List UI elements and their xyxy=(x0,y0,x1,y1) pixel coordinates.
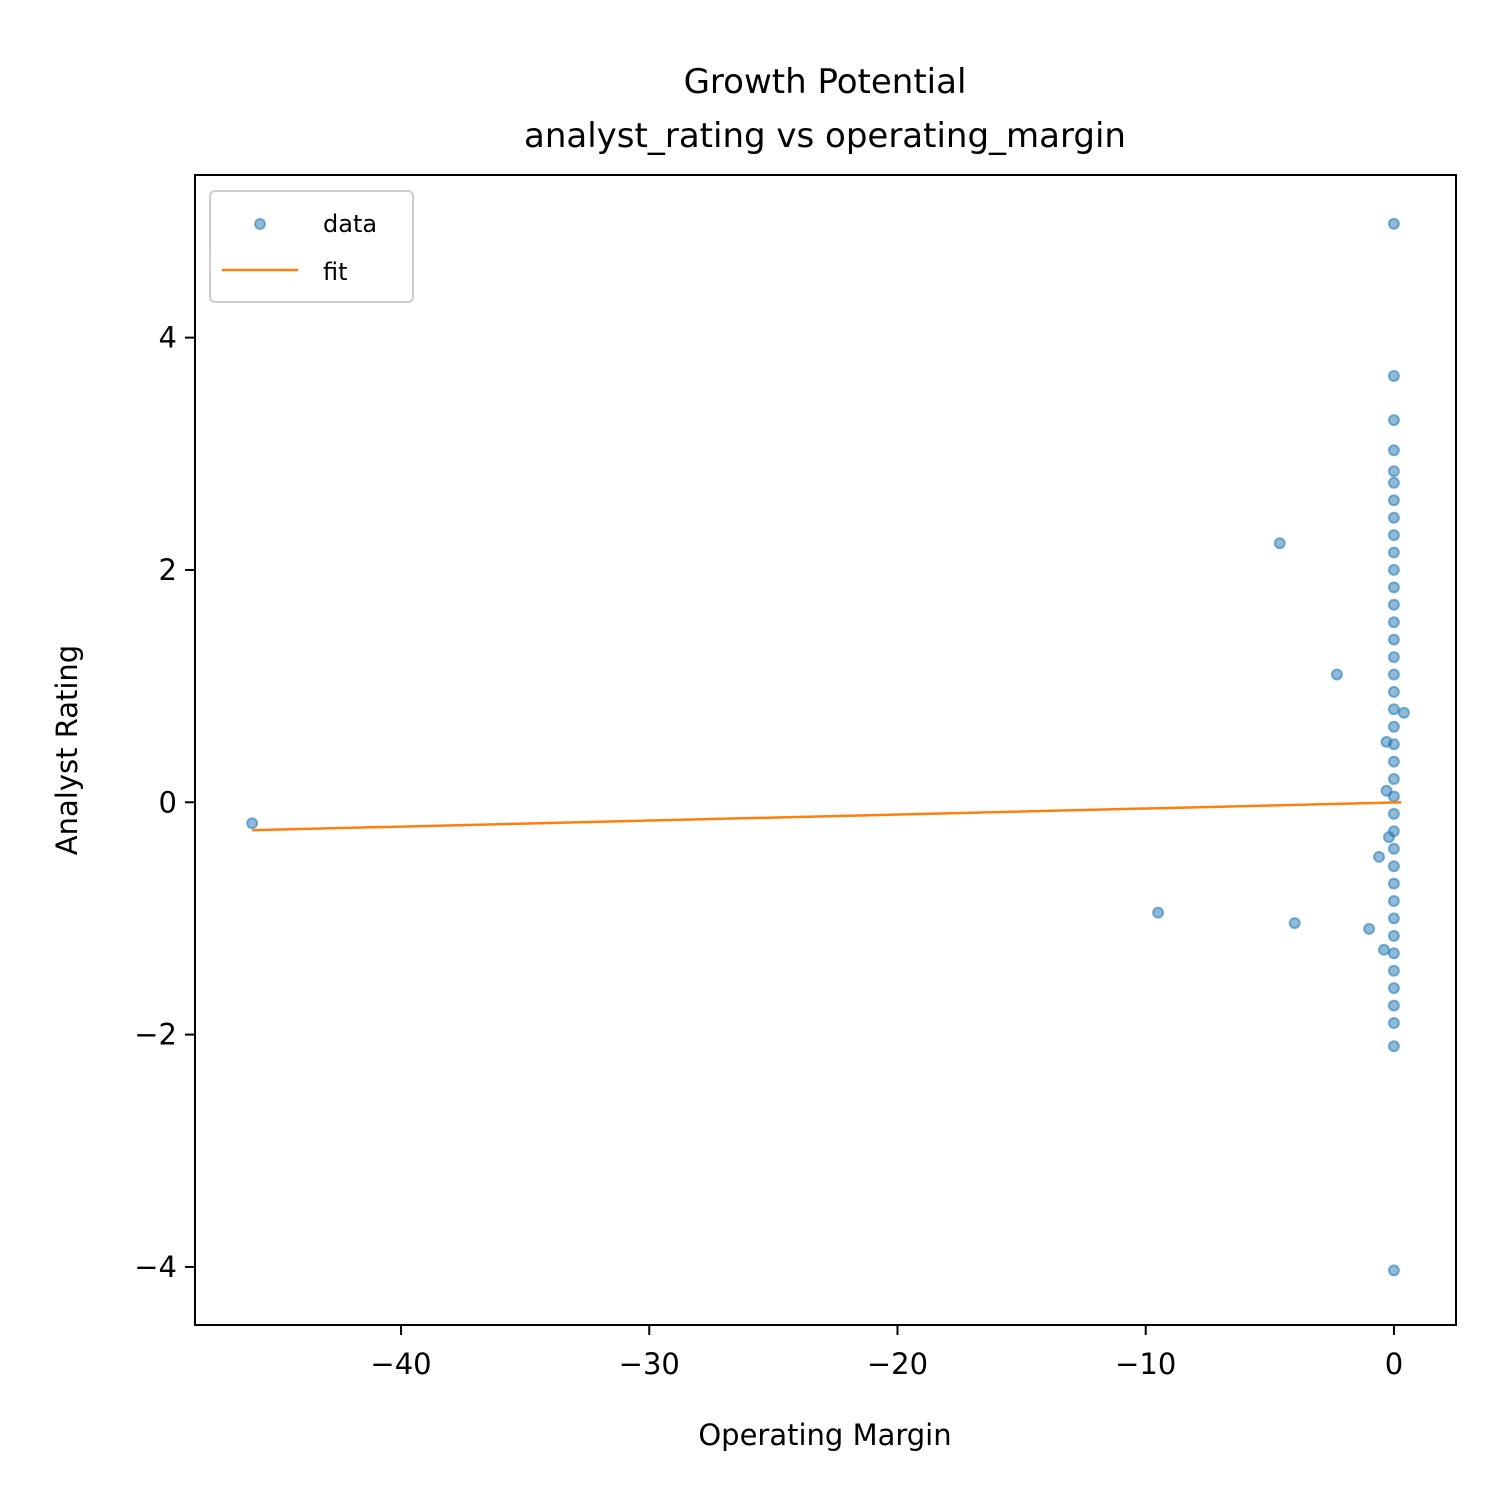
y-tick-label: −2 xyxy=(134,1018,177,1052)
data-point xyxy=(1387,895,1400,907)
x-tick-label: −40 xyxy=(370,1347,431,1381)
legend-data-marker xyxy=(254,218,266,230)
data-point xyxy=(1387,444,1400,457)
data-point xyxy=(1387,511,1400,524)
data-point xyxy=(1387,790,1400,803)
data-point xyxy=(1387,1017,1400,1029)
y-tick-label: −4 xyxy=(134,1250,177,1284)
x-axis-label: Operating Margin xyxy=(698,1418,951,1452)
data-point xyxy=(1387,877,1400,890)
y-tick-label: 4 xyxy=(159,321,177,355)
data-point xyxy=(1152,906,1165,919)
legend-data-label: data xyxy=(323,210,377,238)
data-point xyxy=(1387,947,1400,960)
legend: data fit xyxy=(209,190,414,303)
data-point xyxy=(1387,414,1400,427)
data-point xyxy=(1378,943,1390,956)
data-point xyxy=(1397,706,1410,719)
chart-title: Growth Potential xyxy=(684,62,967,102)
y-tick-label: 2 xyxy=(159,553,177,587)
data-point xyxy=(1387,999,1400,1012)
data-point xyxy=(1387,563,1400,576)
data-point xyxy=(1387,668,1400,681)
legend-fit-label: fit xyxy=(323,258,348,286)
plot-area xyxy=(246,217,1410,1277)
data-point xyxy=(1387,465,1400,478)
data-point xyxy=(1273,537,1286,550)
chart-subtitle: analyst_rating vs operating_margin xyxy=(524,116,1126,156)
data-point xyxy=(1330,668,1343,681)
y-axis-label: Analyst Rating xyxy=(50,645,84,855)
data-point xyxy=(1387,912,1400,925)
data-point xyxy=(1387,546,1400,559)
data-point xyxy=(1387,685,1400,698)
data-point xyxy=(1387,703,1400,716)
data-point xyxy=(1387,825,1400,838)
data-point xyxy=(1373,850,1385,863)
data-point xyxy=(1387,217,1400,230)
data-point xyxy=(1387,476,1400,489)
data-point xyxy=(1387,982,1400,995)
fit-line xyxy=(252,801,1402,832)
data-point xyxy=(1387,860,1400,873)
x-tick-label: −10 xyxy=(1115,1347,1176,1381)
data-point xyxy=(1387,1040,1400,1053)
x-tick-label: −30 xyxy=(619,1347,680,1381)
data-point xyxy=(1387,633,1400,646)
plot-frame xyxy=(194,174,1457,1326)
data-point xyxy=(1387,807,1400,820)
x-tick-label: 0 xyxy=(1385,1347,1403,1381)
data-point xyxy=(1363,922,1376,935)
y-tick-label: 0 xyxy=(159,785,177,819)
data-point xyxy=(1387,370,1400,382)
data-point xyxy=(246,817,259,830)
data-point xyxy=(1387,1264,1400,1277)
data-point xyxy=(1288,917,1301,930)
data-point xyxy=(1387,738,1400,751)
data-point xyxy=(1387,494,1400,507)
data-point xyxy=(1387,755,1400,768)
data-point xyxy=(1387,616,1400,629)
data-point xyxy=(1387,842,1400,855)
data-point xyxy=(1387,529,1400,542)
data-point xyxy=(1387,581,1400,594)
x-axis: −40 −30 −20 −10 0 xyxy=(370,1325,1403,1381)
data-point xyxy=(1387,720,1400,733)
x-tick-label: −20 xyxy=(867,1347,928,1381)
data-point xyxy=(1387,929,1400,942)
data-point xyxy=(1387,598,1400,611)
data-point xyxy=(1387,964,1400,977)
y-axis: −4 −2 0 2 4 xyxy=(134,321,195,1284)
data-point xyxy=(1387,773,1400,785)
data-point xyxy=(1387,651,1400,664)
legend-box xyxy=(209,190,414,303)
